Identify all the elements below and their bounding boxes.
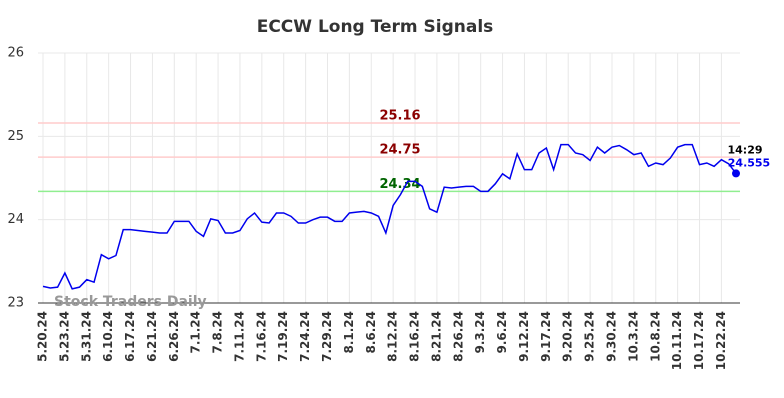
x-tick-label: 7.29.24 <box>320 311 334 362</box>
x-tick-label: 6.21.24 <box>145 311 159 362</box>
y-tick-label: 23 <box>7 296 24 311</box>
x-tick-label: 8.21.24 <box>429 311 443 362</box>
x-tick-label: 8.6.24 <box>364 311 378 354</box>
x-tick-label: 9.12.24 <box>517 311 531 362</box>
reference-label: 25.16 <box>379 109 420 124</box>
x-tick-label: 9.25.24 <box>583 311 597 362</box>
x-tick-label: 5.31.24 <box>79 311 93 362</box>
y-tick-label: 25 <box>7 129 24 144</box>
x-tick-label: 9.3.24 <box>473 311 487 354</box>
x-tick-label: 7.1.24 <box>189 311 203 354</box>
x-tick-label: 10.8.24 <box>648 311 662 362</box>
x-tick-label: 10.11.24 <box>670 311 684 370</box>
x-tick-label: 7.19.24 <box>276 311 290 362</box>
x-tick-label: 10.17.24 <box>692 311 706 370</box>
x-tick-label: 8.1.24 <box>342 311 356 354</box>
chart-title: ECCW Long Term Signals <box>257 17 494 37</box>
watermark: Stock Traders Daily <box>54 294 207 310</box>
x-tick-label: 6.17.24 <box>123 311 137 362</box>
reference-label: 24.75 <box>379 143 420 158</box>
x-tick-label: 7.8.24 <box>211 311 225 354</box>
x-tick-label: 6.10.24 <box>101 311 115 362</box>
x-tick-label: 8.26.24 <box>451 311 465 362</box>
x-tick-label: 9.20.24 <box>561 311 575 362</box>
x-tick-label: 5.23.24 <box>57 311 71 362</box>
x-tick-label: 10.22.24 <box>714 311 728 370</box>
last-value: 24.555 <box>728 156 770 169</box>
last-point <box>732 169 740 178</box>
x-tick-label: 7.24.24 <box>298 311 312 362</box>
x-tick-label: 7.11.24 <box>232 311 246 362</box>
x-tick-label: 5.20.24 <box>36 311 50 362</box>
last-time: 14:29 <box>727 143 762 156</box>
y-tick-label: 24 <box>7 212 24 227</box>
x-tick-label: 7.16.24 <box>254 311 268 362</box>
x-tick-label: 6.26.24 <box>167 311 181 362</box>
x-tick-label: 9.17.24 <box>539 311 553 362</box>
x-tick-label: 9.30.24 <box>604 311 618 362</box>
price-line <box>42 143 737 290</box>
x-tick-label: 8.12.24 <box>386 311 400 362</box>
reference-label: 24.34 <box>379 177 420 192</box>
x-tick-label: 9.6.24 <box>495 311 509 354</box>
x-tick-label: 8.16.24 <box>408 311 422 362</box>
x-tick-label: 10.3.24 <box>626 311 640 362</box>
y-tick-label: 26 <box>7 46 24 61</box>
